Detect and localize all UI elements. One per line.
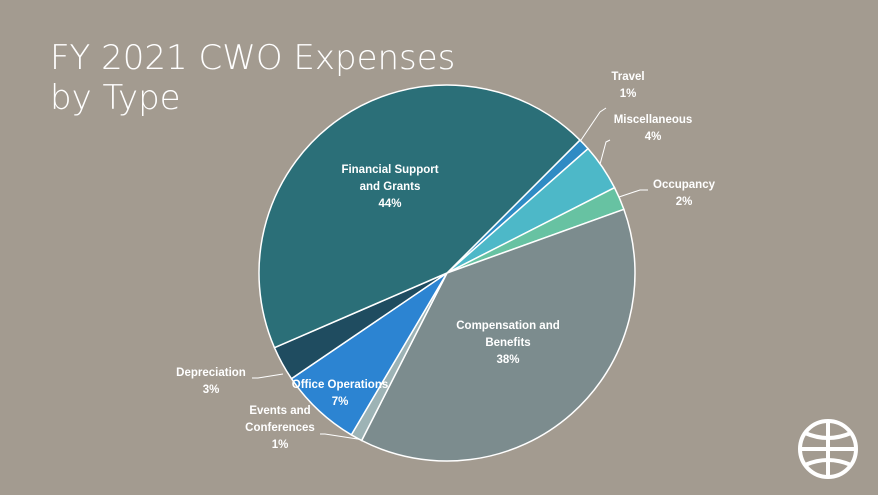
- data-label: Office Operations 7%: [280, 377, 400, 411]
- label-value: 4%: [644, 131, 662, 143]
- label-value: 44%: [378, 198, 402, 210]
- leader-lines: [252, 107, 648, 441]
- data-label: Financial Support and Grants 44%: [340, 162, 440, 213]
- data-label: Occupancy 2%: [639, 177, 729, 211]
- label-name: Financial Support and Grants: [341, 164, 439, 193]
- leader-line: [252, 373, 284, 379]
- label-name: Travel: [611, 71, 645, 83]
- data-label: Miscellaneous 4%: [603, 112, 703, 146]
- label-name: Depreciation: [176, 367, 246, 379]
- label-name: Events and Conferences: [245, 405, 315, 434]
- logo: [798, 419, 858, 479]
- data-label: Depreciation 3%: [166, 365, 256, 399]
- data-label: Events and Conferences 1%: [235, 403, 325, 454]
- leader-line: [598, 139, 611, 169]
- leader-line: [576, 107, 607, 147]
- slice: [258, 84, 581, 349]
- label-value: 2%: [675, 196, 693, 208]
- leader-line: [615, 189, 648, 199]
- slice: [360, 208, 636, 462]
- leader-line: [320, 433, 365, 441]
- label-value: 7%: [331, 396, 349, 408]
- data-label: Compensation and Benefits 38%: [453, 318, 563, 369]
- logo-curve: [804, 431, 852, 467]
- label-value: 1%: [619, 88, 637, 100]
- data-label: Travel 1%: [588, 69, 668, 103]
- label-value: 38%: [496, 354, 520, 366]
- chart-title: FY 2021 CWO Expenses by Type: [50, 38, 456, 118]
- label-value: 1%: [271, 439, 289, 451]
- label-name: Office Operations: [291, 379, 389, 391]
- label-name: Compensation and Benefits: [456, 320, 560, 349]
- label-name: Occupancy: [653, 179, 715, 191]
- label-name: Miscellaneous: [613, 114, 693, 126]
- label-value: 3%: [202, 384, 220, 396]
- slices: [258, 84, 636, 462]
